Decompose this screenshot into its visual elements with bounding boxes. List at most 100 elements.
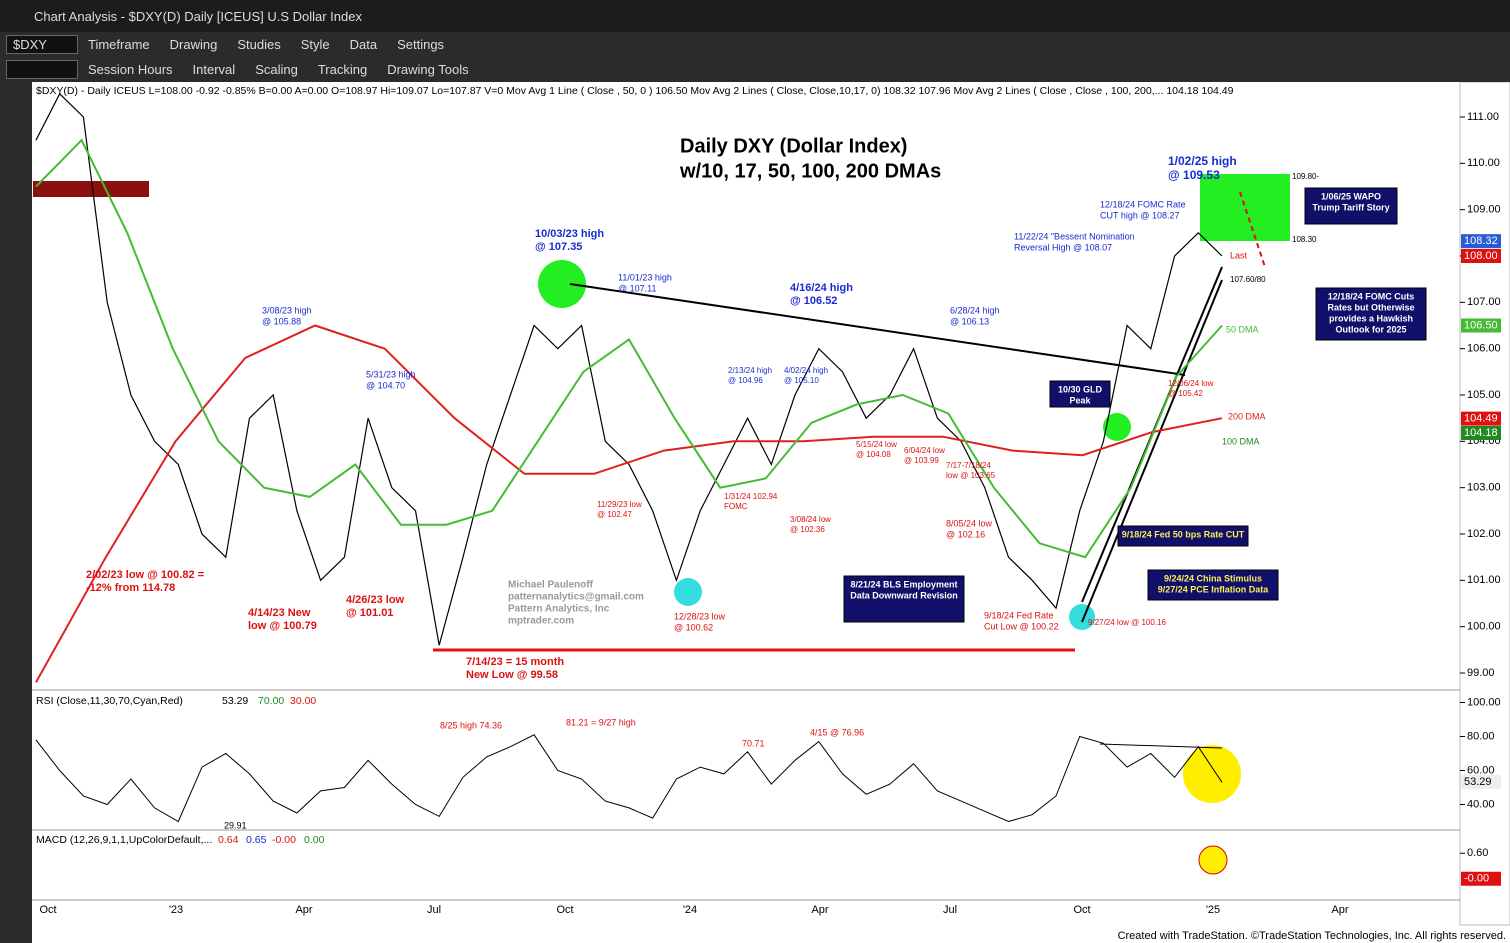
highlight bbox=[1198, 845, 1228, 875]
callout-box bbox=[843, 575, 965, 623]
x-tick-label: Jul bbox=[943, 904, 957, 916]
y-tick-label: 109.00 bbox=[1467, 204, 1501, 216]
rsi-annotation: 70.71 bbox=[742, 738, 765, 748]
x-tick-label: Oct bbox=[1073, 904, 1090, 916]
annotation: 2/02/23 low @ 100.82 = bbox=[86, 569, 204, 581]
series-line bbox=[35, 92, 1223, 646]
annotation: 9/27/24 low @ 100.16 bbox=[1088, 618, 1167, 627]
macd-header: MACD (12,26,9,1,1,UpColorDefault,... bbox=[36, 834, 212, 846]
x-tick-label: Jul bbox=[427, 904, 441, 916]
y-tick-label: 100.00 bbox=[1467, 696, 1501, 708]
window-title: Chart Analysis - $DXY(D) Daily [ICEUS] U… bbox=[34, 8, 362, 24]
x-tick-label: Oct bbox=[39, 904, 56, 916]
rsi-header: RSI (Close,11,30,70,Cyan,Red) bbox=[36, 695, 183, 707]
callout-box bbox=[1315, 287, 1427, 341]
annotation: @ 107.35 bbox=[535, 241, 582, 253]
side-toolbar bbox=[0, 82, 32, 943]
annotation: Michael Paulenoff bbox=[508, 580, 594, 591]
annotation: 6/04/24 low bbox=[904, 446, 945, 455]
series-line bbox=[35, 138, 1223, 559]
rsi-annotation: 29.91 bbox=[224, 820, 247, 830]
symbol-field[interactable]: $DXY bbox=[6, 35, 78, 54]
annotation: 10/03/23 high bbox=[535, 228, 604, 240]
callout-box bbox=[1304, 187, 1398, 225]
x-tick-label: Apr bbox=[811, 904, 828, 916]
toolbar-button[interactable]: Session Hours bbox=[88, 62, 173, 77]
toolbar-button[interactable]: Data bbox=[349, 37, 378, 52]
toolbar-button[interactable]: Scaling bbox=[255, 62, 298, 77]
annotation: Reversal High @ 108.07 bbox=[1014, 242, 1112, 252]
annotation: patternanalytics@gmail.com bbox=[508, 592, 644, 603]
callout-text: provides a Hawkish bbox=[1329, 313, 1413, 323]
annotation: 11/22/24 "Bessent Nomination bbox=[1014, 231, 1135, 241]
y-tick-label: 40.00 bbox=[1467, 798, 1495, 810]
macd-badge-label: -0.00 bbox=[1464, 873, 1489, 885]
rsi-badge-label: 53.29 bbox=[1464, 776, 1492, 788]
price-badge-label: 106.50 bbox=[1464, 319, 1498, 331]
annotation: 4/16/24 high bbox=[790, 282, 853, 294]
annotation: 12/28/23 low bbox=[674, 611, 726, 621]
annotation: @ 109.53 bbox=[1168, 168, 1220, 182]
macd-header: 0.00 bbox=[304, 834, 325, 846]
series-line bbox=[35, 324, 1223, 683]
toolbar-button[interactable]: Tracking bbox=[317, 62, 368, 77]
price-badge-label: 108.32 bbox=[1464, 235, 1498, 247]
y-tick-label: 106.00 bbox=[1467, 343, 1501, 355]
y-tick-label: 0.60 bbox=[1467, 847, 1488, 859]
callout-text: 9/18/24 Fed 50 bps Rate CUT bbox=[1122, 529, 1245, 539]
annotation: @ 104.08 bbox=[856, 450, 891, 459]
rsi-badge bbox=[1461, 774, 1501, 789]
x-tick-label: '25 bbox=[1206, 904, 1220, 916]
chart-title: Daily DXY (Dollar Index) bbox=[680, 135, 907, 157]
callout-text: 12/18/24 FOMC Cuts bbox=[1328, 291, 1415, 301]
annotation: 7/14/23 = 15 month bbox=[466, 656, 564, 668]
annotation: low @ 100.79 bbox=[248, 620, 317, 632]
callout-text: 1/06/25 WAPO bbox=[1321, 191, 1381, 201]
y-tick-label: 107.00 bbox=[1467, 296, 1501, 308]
annotation: Pattern Analytics, Inc bbox=[508, 604, 610, 615]
annotation: mptrader.com bbox=[508, 616, 574, 627]
annotation: @ 105.42 bbox=[1168, 389, 1203, 398]
toolbar: Session Hours Interval Scaling Tracking Draw… bbox=[0, 57, 1510, 82]
annotation: 4/26/23 low bbox=[346, 594, 405, 606]
rsi-header: 70.00 bbox=[258, 695, 284, 707]
annotation: @ 106.13 bbox=[950, 316, 989, 326]
toolbar-button[interactable]: Timeframe bbox=[88, 37, 150, 52]
annotation: 1/02/25 high bbox=[1168, 154, 1237, 168]
callout-text: Rates but Otherwise bbox=[1327, 302, 1414, 312]
callout-text: 9/27/24 PCE Inflation Data bbox=[1158, 584, 1270, 594]
blank-field[interactable] bbox=[6, 60, 78, 79]
info-line: $DXY(D) - Daily ICEUS L=108.00 -0.92 -0.… bbox=[36, 85, 1234, 97]
callout-text: Data Downward Revision bbox=[850, 590, 958, 600]
annotation: 100 DMA bbox=[1222, 436, 1260, 446]
y-tick-label: 111.00 bbox=[1467, 111, 1499, 123]
annotation: 12/06/24 low bbox=[1168, 379, 1214, 388]
y-tick-label: 80.00 bbox=[1467, 730, 1495, 742]
y-tick-label: 102.00 bbox=[1467, 528, 1501, 540]
callout-text: Outlook for 2025 bbox=[1335, 324, 1406, 334]
annotation: @ 103.99 bbox=[904, 456, 939, 465]
toolbar-button[interactable]: Settings bbox=[397, 37, 445, 52]
callout-box bbox=[1117, 525, 1249, 547]
toolbar-button[interactable]: Drawing bbox=[169, 37, 218, 52]
toolbar-button[interactable]: Interval bbox=[192, 62, 236, 77]
annotation: @ 102.16 bbox=[946, 529, 985, 539]
macd-header: 0.64 bbox=[218, 834, 239, 846]
annotation: @ 106.52 bbox=[790, 295, 837, 307]
annotation: @ 104.96 bbox=[728, 376, 763, 385]
x-tick-label: Apr bbox=[295, 904, 312, 916]
toolbar: $DXY Timeframe Drawing Studies Style Data Sett… bbox=[0, 32, 1510, 57]
title-bar: Chart Analysis - $DXY(D) Daily [ICEUS] U… bbox=[0, 0, 1510, 32]
annotation: 8/05/24 low bbox=[946, 518, 993, 528]
annotation: 11/29/23 low bbox=[597, 500, 642, 509]
annotation: 11/01/23 high bbox=[618, 272, 672, 282]
toolbar-button[interactable]: Style bbox=[300, 37, 330, 52]
annotation: @ 100.62 bbox=[674, 622, 713, 632]
annotation: 4/02/24 high bbox=[784, 366, 828, 375]
toolbar-button[interactable]: Drawing Tools bbox=[387, 62, 469, 77]
macd-header: -0.00 bbox=[272, 834, 296, 846]
annotation: 50 DMA bbox=[1226, 324, 1259, 334]
price-badge bbox=[1461, 411, 1501, 426]
toolbar-button[interactable]: Studies bbox=[237, 37, 281, 52]
chart-title: w/10, 17, 50, 100, 200 DMAs bbox=[679, 160, 941, 182]
